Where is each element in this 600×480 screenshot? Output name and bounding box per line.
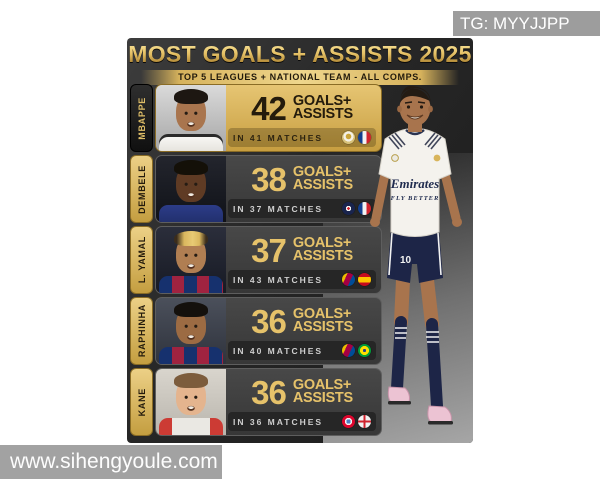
goals-label: GOALS+: [292, 376, 352, 393]
player-name-tab: L. YAMAL: [130, 226, 153, 294]
matches-text: IN 40 MATCHES: [233, 345, 324, 356]
barcelona-crest-icon: [342, 273, 355, 286]
barcelona-crest-icon: [342, 344, 355, 357]
stat-block: 36 GOALS+ ASSISTS IN 40 MATCHES: [226, 298, 381, 364]
matches-strip: IN 41 MATCHES: [228, 128, 376, 147]
avatar-hair: [174, 89, 208, 104]
stat-label: GOALS+ ASSISTS: [292, 163, 353, 193]
matches-strip: IN 37 MATCHES: [228, 199, 376, 218]
jersey-tagline-text: FLY BETTER: [391, 195, 440, 202]
shorts-number: 10: [400, 255, 412, 266]
france-flag-icon: [358, 202, 371, 215]
page-title: MOST GOALS + ASSISTS 2025: [128, 41, 472, 67]
france-flag-icon: [358, 131, 371, 144]
stat-panel: 36 GOALS+ ASSISTS IN 36 MATCHES: [155, 368, 382, 436]
stat-panel: 36 GOALS+ ASSISTS IN 40 MATCHES: [155, 297, 382, 365]
ranking-row-dembele: DEMBELE 38 GOALS+ ASSISTS: [130, 155, 382, 223]
matches-strip: IN 36 MATCHES: [228, 412, 376, 431]
assists-label: ASSISTS: [292, 177, 353, 193]
player-name: DEMBELE: [136, 164, 147, 214]
player-name-tab: MBAPPE: [130, 84, 153, 152]
mbappe-hero-photo: 10 Emirates FLY BETTER: [351, 82, 473, 443]
ranking-row-yamal: L. YAMAL 37 GOALS+ ASSISTS: [130, 226, 382, 294]
stat-block: 37 GOALS+ ASSISTS IN 43 MATCHES: [226, 227, 381, 293]
ranking-row-raphinha: RAPHINHA 36 GOALS+ ASSISTS: [130, 297, 382, 365]
stat-block: 38 GOALS+ ASSISTS IN 37 MATCHES: [226, 156, 381, 222]
assists-label: ASSISTS: [292, 248, 353, 264]
england-flag-icon: [358, 415, 371, 428]
ranking-row-kane: KANE 36 GOALS+ ASSISTS: [130, 368, 382, 436]
matches-strip: IN 40 MATCHES: [228, 341, 376, 360]
stat-label: GOALS+ ASSISTS: [292, 234, 353, 264]
goals-label: GOALS+: [292, 305, 352, 322]
stats-card: MOST GOALS + ASSISTS 2025 TOP 5 LEAGUES …: [127, 38, 473, 443]
avatar-hair: [174, 373, 208, 388]
team-icons: [342, 415, 371, 428]
team-icons: [342, 202, 371, 215]
stat-block: 42 GOALS+ ASSISTS IN 41 MATCHES: [226, 85, 381, 151]
player-name-tab: DEMBELE: [130, 155, 153, 223]
telegram-watermark: TG: MYYJJPP: [453, 11, 600, 36]
player-name: L. YAMAL: [136, 236, 147, 284]
jersey-sponsor-text: Emirates: [390, 176, 439, 191]
stat-value: 36: [251, 373, 287, 411]
goals-label: GOALS+: [292, 163, 352, 180]
ranking-list: MBAPPE 42 GOALS+ ASSISTS: [130, 84, 382, 436]
player-name-tab: KANE: [130, 368, 153, 436]
avatar-jersey: [159, 418, 223, 435]
stat-block: 36 GOALS+ ASSISTS IN 36 MATCHES: [226, 369, 381, 435]
player-photo-kane: [156, 369, 226, 435]
bayern-crest-icon: [342, 415, 355, 428]
stat-value: 36: [251, 302, 287, 340]
stat-value: 37: [251, 231, 287, 269]
player-name: RAPHINHA: [136, 304, 147, 358]
player-name: MBAPPE: [136, 96, 147, 140]
avatar-jersey: [159, 205, 223, 222]
player-photo-raphinha: [156, 298, 226, 364]
matches-strip: IN 43 MATCHES: [228, 270, 376, 289]
stat-value: 38: [251, 160, 287, 198]
player-photo-dembele: [156, 156, 226, 222]
website-watermark: www.sihengyoule.com: [0, 445, 222, 479]
goals-label: GOALS+: [292, 234, 352, 251]
avatar-hair: [174, 231, 208, 246]
psg-crest-icon: [342, 202, 355, 215]
matches-text: IN 41 MATCHES: [233, 132, 324, 143]
page-subtitle: TOP 5 LEAGUES + NATIONAL TEAM - ALL COMP…: [141, 70, 459, 85]
stat-panel: 42 GOALS+ ASSISTS IN 41 MATCHES: [155, 84, 382, 152]
stat-value: 42: [251, 89, 287, 127]
stat-label: GOALS+ ASSISTS: [292, 92, 353, 122]
mbappe-hero-figure: 10 Emirates FLY BETTER: [370, 86, 462, 425]
brazil-flag-icon: [358, 344, 371, 357]
ranking-row-mbappe: MBAPPE 42 GOALS+ ASSISTS: [130, 84, 382, 152]
real-madrid-crest-icon: [342, 131, 355, 144]
matches-text: IN 36 MATCHES: [233, 416, 324, 427]
spain-flag-icon: [358, 273, 371, 286]
avatar-jersey: [159, 347, 223, 364]
team-icons: [342, 273, 371, 286]
avatar-hair: [174, 302, 208, 317]
assists-label: ASSISTS: [292, 106, 353, 122]
player-photo-mbappe: [156, 85, 226, 151]
avatar-jersey: [159, 134, 223, 151]
stat-label: GOALS+ ASSISTS: [292, 305, 353, 335]
stat-panel: 37 GOALS+ ASSISTS IN 43 MATCHES: [155, 226, 382, 294]
stat-label: GOALS+ ASSISTS: [292, 376, 353, 406]
assists-label: ASSISTS: [292, 319, 353, 335]
assists-label: ASSISTS: [292, 390, 353, 406]
team-icons: [342, 344, 371, 357]
team-icons: [342, 131, 371, 144]
avatar-hair: [174, 160, 208, 175]
player-photo-yamal: [156, 227, 226, 293]
avatar-jersey: [159, 276, 223, 293]
player-name-tab: RAPHINHA: [130, 297, 153, 365]
stat-panel: 38 GOALS+ ASSISTS IN 37 MATCHES: [155, 155, 382, 223]
player-name: KANE: [136, 387, 147, 417]
matches-text: IN 37 MATCHES: [233, 203, 324, 214]
matches-text: IN 43 MATCHES: [233, 274, 324, 285]
goals-label: GOALS+: [292, 92, 352, 109]
